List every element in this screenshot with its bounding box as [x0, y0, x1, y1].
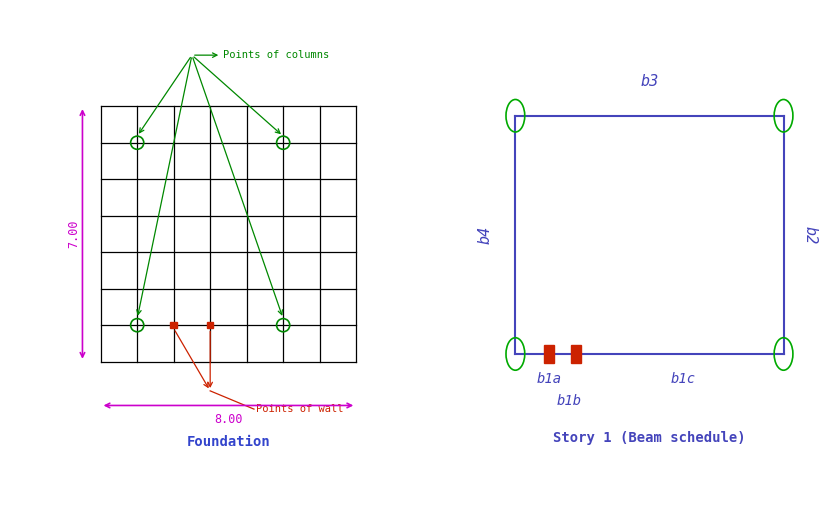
Text: 8.00: 8.00 — [215, 414, 243, 427]
Bar — [571, 345, 581, 363]
Text: b1c: b1c — [670, 372, 696, 386]
Bar — [544, 345, 554, 363]
Bar — [170, 322, 177, 329]
Text: b1b: b1b — [556, 393, 582, 407]
Text: b3: b3 — [640, 74, 659, 89]
Text: Foundation: Foundation — [187, 435, 271, 449]
Text: b1a: b1a — [536, 372, 561, 386]
Bar — [207, 322, 214, 329]
Text: b4: b4 — [478, 226, 493, 244]
Text: Points of wall: Points of wall — [256, 404, 344, 414]
Text: 7.00: 7.00 — [67, 220, 80, 248]
Text: Story 1 (Beam schedule): Story 1 (Beam schedule) — [553, 431, 746, 445]
Text: b2: b2 — [803, 226, 818, 244]
Text: Points of columns: Points of columns — [223, 50, 329, 60]
